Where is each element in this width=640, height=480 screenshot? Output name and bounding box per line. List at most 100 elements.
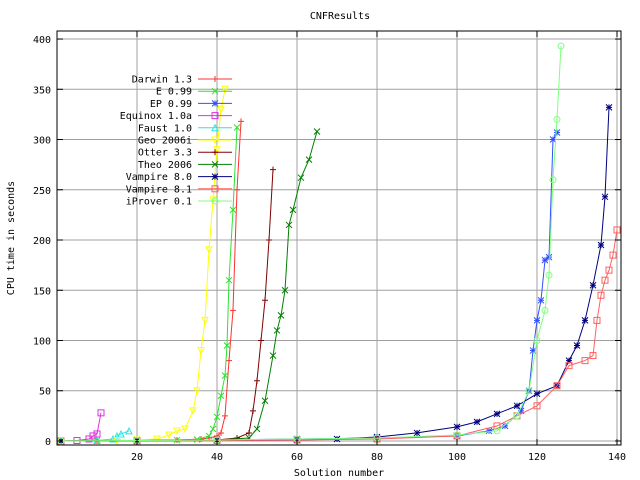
chart-title: CNFResults — [310, 11, 370, 22]
legend-item: Vampire 8.1 — [126, 184, 232, 195]
data-point — [553, 129, 561, 136]
data-point — [601, 193, 609, 201]
data-point — [613, 226, 621, 234]
legend-marker — [211, 123, 219, 132]
legend-marker — [212, 149, 218, 156]
data-point — [233, 124, 241, 131]
data-point — [193, 387, 201, 395]
data-point — [97, 409, 105, 417]
data-point — [601, 276, 609, 284]
x-tick-label: 120 — [528, 452, 546, 463]
data-point — [225, 276, 233, 284]
data-point — [473, 418, 481, 426]
data-point — [541, 256, 549, 264]
legend-marker — [211, 136, 219, 145]
data-point — [501, 422, 509, 430]
data-point — [270, 166, 276, 173]
data-point — [226, 357, 232, 364]
legend-label: Geo 2006i — [138, 136, 192, 147]
data-point — [485, 427, 493, 435]
data-point — [517, 407, 525, 415]
data-point — [269, 352, 277, 359]
data-point — [221, 372, 229, 380]
legend-label: Darwin 1.3 — [132, 75, 192, 86]
data-point — [289, 206, 297, 214]
legend-item: Darwin 1.3 — [132, 75, 232, 86]
axis-ticks: 0 50 100 150 200 250 300 350 400 20 40 60 80 100 120 14… — [33, 31, 626, 463]
data-point — [529, 347, 537, 354]
data-point — [125, 426, 133, 435]
legend-label: Faust 1.0 — [138, 123, 192, 134]
y-tick-label: 100 — [33, 336, 51, 347]
series-line-iprover-0-1 — [60, 46, 562, 442]
data-point — [493, 422, 501, 430]
data-point — [181, 425, 189, 434]
data-point — [153, 435, 161, 444]
legend-label: Theo 2006 — [138, 160, 192, 171]
data-point — [262, 297, 268, 304]
data-point — [537, 296, 545, 304]
x-tick-label: 140 — [608, 452, 626, 463]
data-point — [189, 407, 197, 415]
data-point — [573, 342, 581, 349]
legend-label: Vampire 8.0 — [126, 172, 192, 183]
data-point — [313, 128, 321, 135]
data-point — [250, 407, 256, 414]
legend-item: Geo 2006i — [138, 136, 232, 147]
data-point — [513, 402, 521, 410]
data-point — [193, 436, 201, 443]
data-point — [217, 392, 225, 400]
y-tick-label: 400 — [33, 35, 51, 46]
data-point — [165, 431, 173, 440]
data-point — [230, 307, 236, 314]
legend-label: Equinox 1.0a — [120, 111, 192, 122]
y-tick-label: 0 — [45, 437, 51, 448]
data-point — [258, 337, 264, 344]
data-point — [589, 352, 597, 360]
data-point — [218, 429, 224, 436]
data-point — [281, 286, 289, 294]
legend-item: Faust 1.0 — [138, 123, 232, 134]
data-point — [373, 433, 381, 441]
grid — [57, 31, 621, 445]
data-point — [205, 246, 213, 255]
data-point — [493, 410, 501, 418]
legend-label: iProver 0.1 — [126, 197, 192, 208]
data-point — [89, 432, 97, 440]
y-tick-label: 300 — [33, 136, 51, 147]
data-point — [453, 423, 461, 431]
legend-marker — [211, 173, 219, 180]
y-tick-label: 150 — [33, 286, 51, 297]
data-point — [266, 237, 272, 244]
data-point — [205, 432, 213, 440]
data-point — [605, 104, 613, 111]
x-tick-label: 80 — [371, 452, 383, 463]
data-point — [453, 431, 461, 439]
data-point — [201, 316, 209, 325]
data-point — [117, 429, 125, 438]
legend-item: EP 0.99 — [150, 99, 232, 110]
y-tick-label: 350 — [33, 85, 51, 96]
data-point — [273, 327, 281, 334]
legend-marker — [211, 161, 219, 168]
data-point — [553, 115, 561, 123]
x-tick-label: 20 — [131, 452, 143, 463]
data-point — [229, 206, 237, 214]
data-point — [609, 251, 617, 259]
legend-item: iProver 0.1 — [126, 197, 232, 208]
legend-label: E 0.99 — [156, 87, 192, 98]
data-point — [581, 317, 589, 324]
y-axis-label: CPU time in seconds — [6, 181, 17, 295]
data-point — [209, 425, 217, 433]
y-tick-label: 200 — [33, 236, 51, 247]
x-tick-label: 100 — [448, 452, 466, 463]
data-point — [549, 136, 557, 143]
data-point — [261, 397, 269, 405]
data-point — [254, 377, 260, 384]
legend-item: E 0.99 — [156, 87, 232, 98]
data-point — [285, 221, 293, 229]
data-point — [589, 281, 597, 289]
data-point — [223, 342, 231, 349]
legend-item: Vampire 8.0 — [126, 172, 232, 183]
